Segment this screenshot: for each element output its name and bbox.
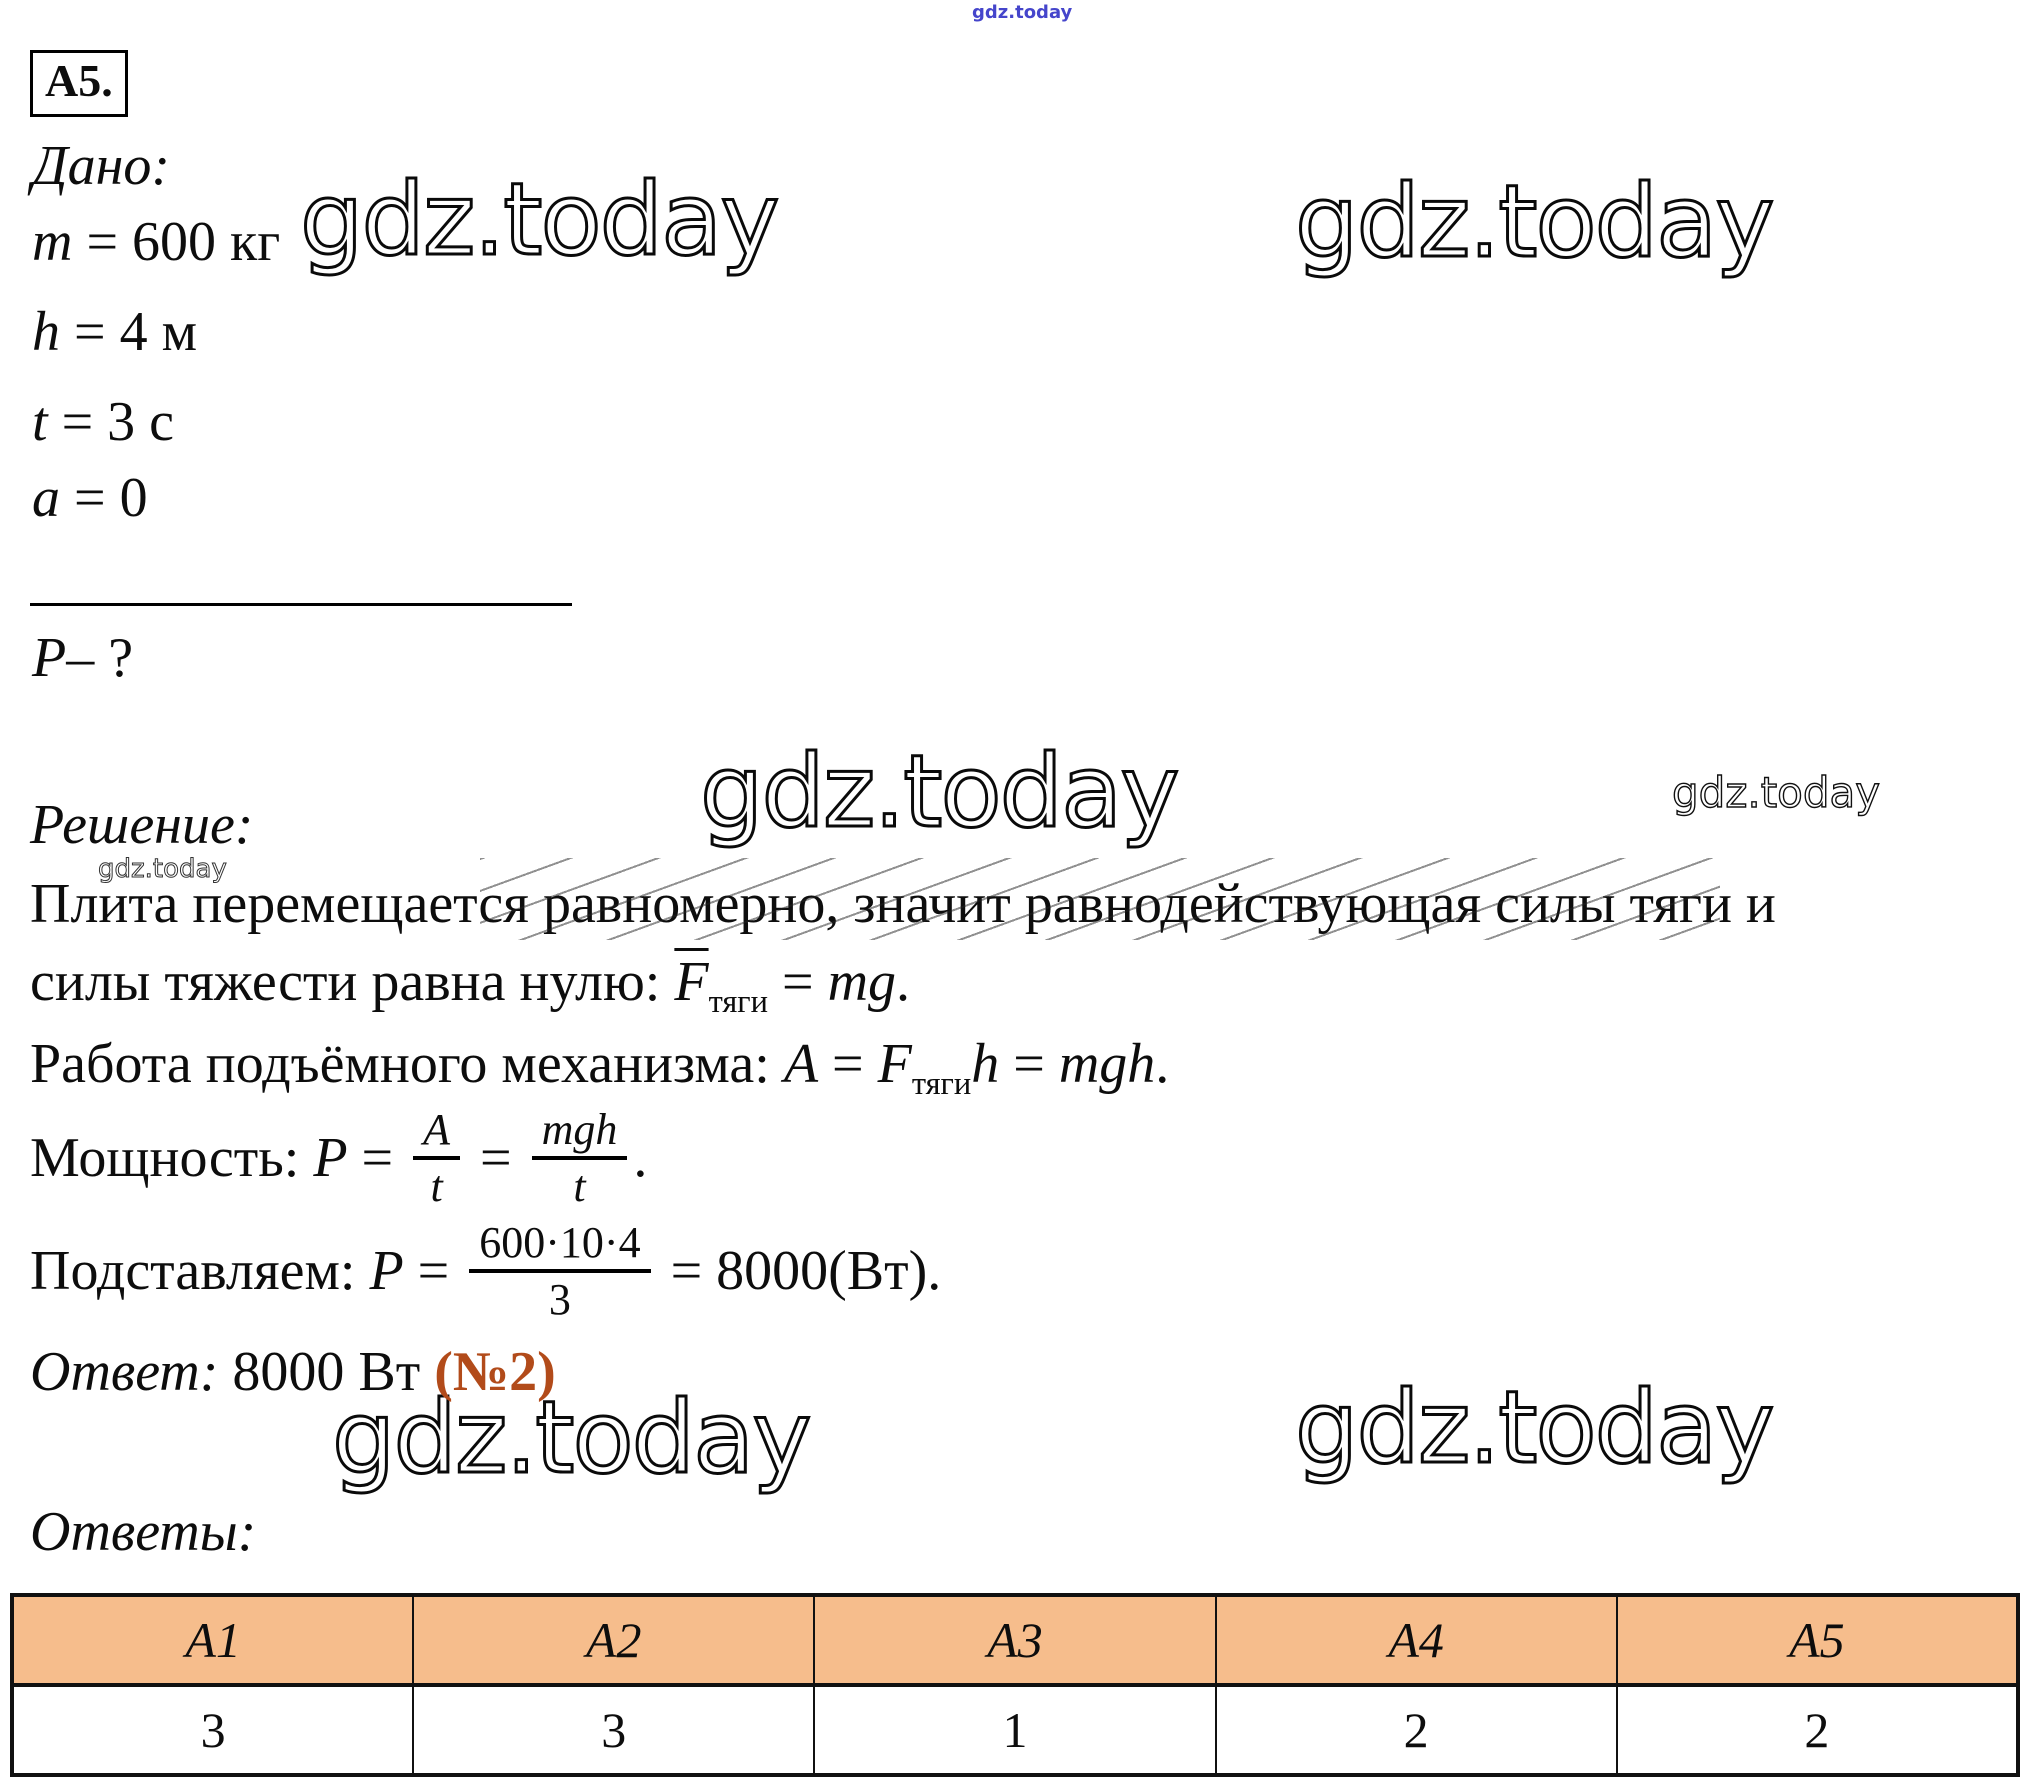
solution-line-2: силы тяжести равна нулю: Fтяги = mg. — [30, 951, 911, 1021]
answer-header-cell: A4 — [1214, 1593, 1618, 1687]
watermark-bottom-right: gdz.today — [1294, 1369, 1777, 1486]
solution-line-3: Работа подъёмного механизма: A = Fтягиh … — [30, 1033, 1170, 1103]
given-line-h: h = 4 м — [32, 301, 198, 364]
answer-value: 8000 Вт — [218, 1341, 435, 1403]
find-var: P — [32, 627, 67, 689]
answer-header-cell: A1 — [9, 1593, 415, 1687]
answer-label: Ответ: — [30, 1341, 219, 1403]
problem-label: A5. — [30, 50, 128, 117]
answers-header-row: A1 A2 A3 A4 A5 — [9, 1593, 2021, 1687]
answer-value-cell: 1 — [813, 1684, 1217, 1777]
watermark-upper-left: gdz.today — [299, 161, 782, 278]
answer-choice: (№2) — [434, 1341, 556, 1403]
answer-line: Ответ: 8000 Вт (№2) — [30, 1340, 556, 1404]
find-question: – ? — [66, 627, 134, 689]
watermark-mid-right: gdz.today — [1671, 768, 1881, 817]
given-line-m: m = 600 кг — [32, 211, 281, 274]
given-heading: Дано: — [32, 135, 171, 197]
given-value: = 4 м — [60, 301, 198, 363]
given-var: a — [32, 467, 60, 529]
given-value: = 3 с — [47, 391, 174, 453]
fraction-mgh-over-t: mgh t — [531, 1105, 628, 1212]
watermark-top-center: gdz.today — [972, 2, 1073, 23]
force-subscript: тяги — [708, 984, 768, 1021]
watermark-center: gdz.today — [699, 733, 1182, 850]
substitution-result: = 8000(Вт). — [656, 1240, 942, 1303]
given-line-t: t = 3 с — [32, 391, 174, 454]
answer-header-cell: A5 — [1615, 1593, 2021, 1687]
given-line-a: a = 0 — [32, 467, 148, 530]
answer-value-cell: 3 — [412, 1684, 816, 1777]
solution-substitution: Подставляем: P = 600·10·4 3 = 8000(Вт). — [30, 1218, 942, 1325]
answer-value-cell: 2 — [1214, 1684, 1618, 1777]
watermark-upper-right: gdz.today — [1294, 163, 1777, 280]
find-line: P– ? — [32, 627, 134, 690]
fraction-numeric: 600·10·4 3 — [469, 1218, 651, 1325]
given-var: m — [32, 211, 73, 273]
answers-table: A1 A2 A3 A4 A5 3 3 1 2 2 — [9, 1593, 2021, 1777]
solution-line-1: Плита перемещается равномерно, значит ра… — [30, 873, 1776, 935]
answer-value-cell: 3 — [9, 1684, 415, 1777]
solution-heading: Решение: — [30, 794, 254, 856]
answer-header-cell: A3 — [813, 1593, 1217, 1687]
given-divider-line — [30, 603, 572, 606]
given-value: = 0 — [60, 467, 148, 529]
answer-header-cell: A2 — [412, 1593, 816, 1687]
given-var: h — [32, 301, 60, 363]
watermark-bottom-left: gdz.today — [331, 1379, 814, 1496]
given-var: t — [32, 391, 48, 453]
force-symbol: F — [877, 1033, 912, 1095]
watermark-small-left: gdz.today — [98, 854, 228, 884]
answers-heading: Ответы: — [30, 1501, 257, 1563]
answers-value-row: 3 3 1 2 2 — [9, 1684, 2021, 1777]
force-symbol: F — [674, 951, 709, 1013]
force-subscript: тяги — [911, 1066, 972, 1103]
answer-value-cell: 2 — [1615, 1684, 2021, 1777]
given-value: = 600 кг — [72, 211, 281, 273]
